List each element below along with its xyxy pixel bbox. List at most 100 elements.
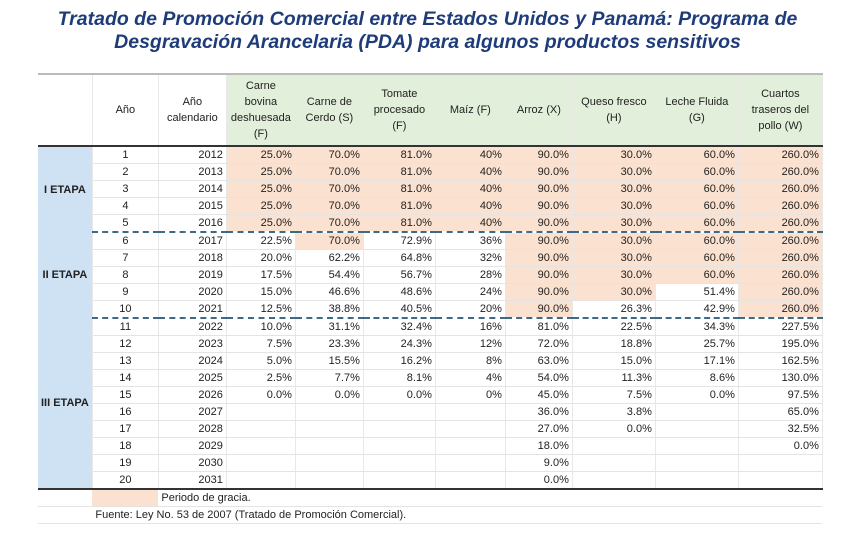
tariff-cell: 70.0% [295, 232, 364, 250]
tariff-cell: 20% [435, 300, 506, 319]
tariff-cell: 16.2% [363, 352, 436, 370]
calendar-year-cell: 2023 [158, 335, 227, 353]
year-number-cell: 13 [92, 352, 159, 370]
tariff-cell: 81.0% [363, 214, 436, 233]
calendar-year-cell: 2014 [158, 180, 227, 198]
tariff-cell [655, 403, 739, 421]
calendar-year-cell: 2029 [158, 437, 227, 455]
tariff-cell: 0.0% [226, 386, 296, 404]
year-number-cell: 20 [92, 471, 159, 490]
tariff-cell: 15.0% [572, 352, 656, 370]
tariff-cell: 32.4% [363, 318, 436, 336]
column-header: Queso fresco (H) [572, 73, 656, 147]
tariff-cell: 260.0% [738, 214, 823, 233]
calendar-year-cell: 2025 [158, 369, 227, 387]
year-number-cell: 9 [92, 283, 159, 301]
table-row: 3 2014 25.0% 70.0% 81.0% 40% 90.0% 30.0% 60.0% 26… [38, 180, 823, 198]
tariff-cell: 260.0% [738, 249, 823, 267]
tariff-cell: 260.0% [738, 232, 823, 250]
tariff-cell: 36% [435, 232, 506, 250]
tariff-cell: 90.0% [505, 283, 573, 301]
calendar-year-cell: 2018 [158, 249, 227, 267]
column-header: Carne de Cerdo (S) [295, 73, 364, 147]
tariff-cell: 10.0% [226, 318, 296, 336]
tariff-cell: 0% [435, 386, 506, 404]
tariff-schedule-table: Año Año calendario Carne bovina deshuesada… [38, 73, 823, 524]
tariff-cell [572, 437, 656, 455]
year-number-cell: 10 [92, 300, 159, 319]
tariff-cell [435, 454, 506, 472]
tariff-cell: 27.0% [505, 420, 573, 438]
tariff-cell: 40% [435, 197, 506, 215]
year-number-cell: 17 [92, 420, 159, 438]
column-header: Maíz (F) [435, 73, 506, 147]
tariff-cell [435, 437, 506, 455]
tariff-cell: 60.0% [655, 232, 739, 250]
year-number-cell: 8 [92, 266, 159, 284]
tariff-cell: 0.0% [655, 386, 739, 404]
tariff-cell: 24.3% [363, 335, 436, 353]
tariff-cell: 90.0% [505, 249, 573, 267]
title-line-1: Tratado de Promoción Comercial entre Est… [57, 8, 798, 30]
year-number-cell: 15 [92, 386, 159, 404]
column-header: Tomate procesado (F) [363, 73, 436, 147]
calendar-year-cell: 2022 [158, 318, 227, 336]
calendar-year-cell: 2017 [158, 232, 227, 250]
title-line-2: Desgravación Arancelaria (PDA) para algu… [114, 31, 741, 53]
tariff-cell: 65.0% [738, 403, 823, 421]
tariff-cell [572, 471, 656, 490]
year-number-cell: 16 [92, 403, 159, 421]
header-row: Año Año calendario Carne bovina deshuesada… [38, 73, 823, 147]
calendar-year-cell: 2026 [158, 386, 227, 404]
tariff-cell: 34.3% [655, 318, 739, 336]
tariff-cell: 81.0% [363, 146, 436, 164]
tariff-cell: 90.0% [505, 180, 573, 198]
tariff-cell: 20.0% [226, 249, 296, 267]
year-number-cell: 1 [92, 146, 159, 164]
tariff-cell [226, 454, 296, 472]
calendar-year-cell: 2031 [158, 471, 227, 490]
column-header: Arroz (X) [505, 73, 573, 147]
tariff-cell: 12.5% [226, 300, 296, 319]
table-row: 7 2018 20.0% 62.2% 64.8% 32% 90.0% 30.0% 60.0% 26… [38, 249, 823, 267]
tariff-cell: 0.0% [572, 420, 656, 438]
year-number-cell: 12 [92, 335, 159, 353]
calendar-year-cell: 2012 [158, 146, 227, 164]
tariff-cell: 24% [435, 283, 506, 301]
year-number-cell: 2 [92, 163, 159, 181]
year-number-cell: 19 [92, 454, 159, 472]
tariff-cell: 40% [435, 180, 506, 198]
tariff-cell: 17.5% [226, 266, 296, 284]
tariff-cell: 130.0% [738, 369, 823, 387]
calendar-year-cell: 2020 [158, 283, 227, 301]
tariff-cell: 70.0% [295, 146, 364, 164]
tariff-cell: 70.0% [295, 214, 364, 233]
tariff-cell: 30.0% [572, 180, 656, 198]
tariff-cell: 60.0% [655, 180, 739, 198]
tariff-cell: 54.0% [505, 369, 573, 387]
calendar-year-cell: 2030 [158, 454, 227, 472]
tariff-cell: 31.1% [295, 318, 364, 336]
tariff-cell: 46.6% [295, 283, 364, 301]
calendar-year-cell: 2028 [158, 420, 227, 438]
tariff-cell: 60.0% [655, 146, 739, 164]
tariff-cell: 60.0% [655, 163, 739, 181]
tariff-cell: 260.0% [738, 163, 823, 181]
year-number-cell: 6 [92, 232, 159, 250]
calendar-year-cell: 2013 [158, 163, 227, 181]
tariff-cell: 48.6% [363, 283, 436, 301]
calendar-year-cell: 2027 [158, 403, 227, 421]
table-row: 10 2021 12.5% 38.8% 40.5% 20% 90.0% 26.3% 42.9% 2… [38, 300, 823, 319]
table-row: 12 2023 7.5% 23.3% 24.3% 12% 72.0% 18.8% 25.7% 19… [38, 335, 823, 353]
tariff-cell: 81.0% [363, 197, 436, 215]
tariff-cell: 9.0% [505, 454, 573, 472]
tariff-cell: 60.0% [655, 249, 739, 267]
tariff-cell [295, 403, 364, 421]
tariff-cell: 23.3% [295, 335, 364, 353]
source-note: Fuente: Ley No. 53 de 2007 (Tratado de P… [92, 506, 823, 524]
tariff-cell: 90.0% [505, 266, 573, 284]
stage-label: III ETAPA [38, 318, 93, 490]
stage-label: II ETAPA [38, 232, 93, 318]
tariff-cell: 40% [435, 146, 506, 164]
tariff-cell: 72.0% [505, 335, 573, 353]
